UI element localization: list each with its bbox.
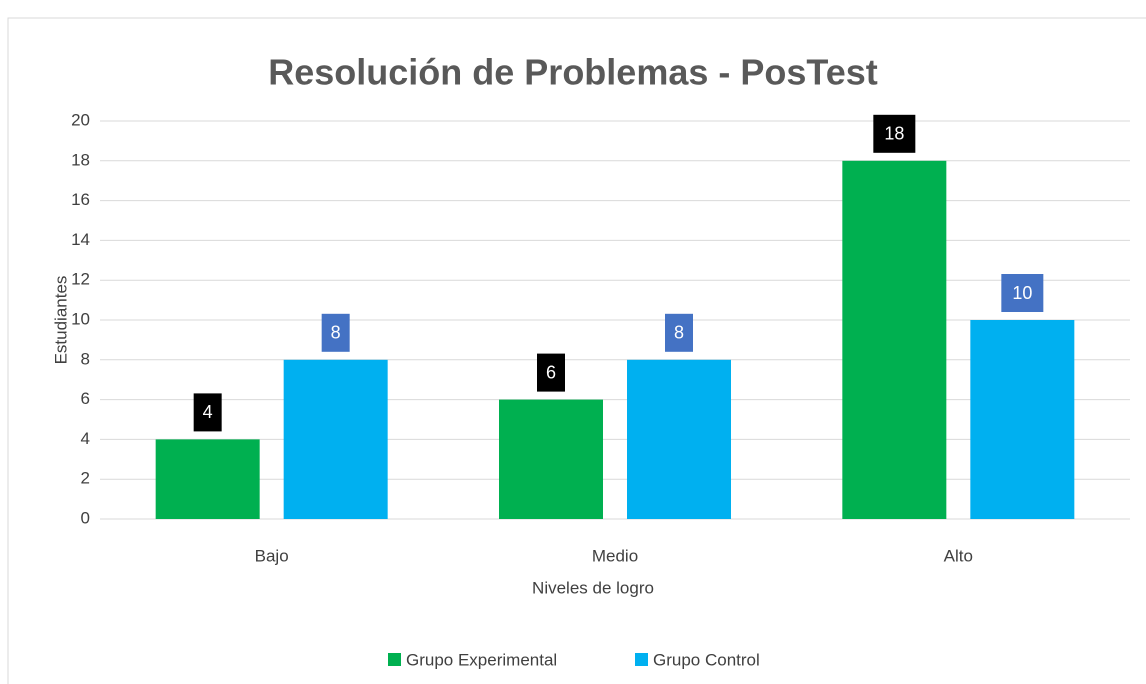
data-label: 6 [546, 362, 556, 382]
data-label-box [665, 313, 693, 352]
y-tick-label: 16 [71, 190, 90, 209]
legend-label: Grupo Experimental [406, 650, 557, 669]
y-tick-label: 8 [81, 349, 90, 368]
data-label: 10 [1012, 283, 1032, 303]
legend-swatch [635, 653, 648, 666]
data-label-box [1001, 274, 1044, 312]
data-label: 8 [331, 323, 341, 343]
data-label: 4 [203, 402, 213, 422]
data-label: 8 [674, 323, 684, 343]
bar [842, 160, 947, 520]
legend-label: Grupo Control [653, 650, 760, 669]
y-tick-label: 2 [81, 469, 90, 488]
x-tick-label: Medio [592, 546, 638, 565]
y-axis-label: Estudiantes [51, 276, 70, 365]
data-label-box [873, 114, 916, 153]
bar [627, 359, 731, 519]
bar [499, 399, 603, 519]
chart-title: Resolución de Problemas - PosTest [268, 52, 878, 93]
data-label-box [321, 313, 350, 352]
data-label-box [193, 393, 222, 432]
chart-border [7, 17, 1146, 684]
data-label: 18 [884, 124, 904, 144]
legend-swatch [388, 653, 401, 666]
bar [283, 359, 388, 519]
x-axis-label: Niveles de logro [532, 578, 654, 597]
y-tick-label: 12 [71, 270, 90, 289]
data-label-box [537, 353, 565, 392]
x-tick-label: Alto [944, 546, 973, 565]
y-tick-label: 10 [71, 309, 90, 328]
y-tick-label: 0 [81, 508, 90, 527]
y-tick-label: 14 [71, 230, 90, 249]
x-tick-label: Bajo [255, 546, 289, 565]
y-tick-label: 4 [81, 429, 90, 448]
y-tick-label: 6 [81, 389, 90, 408]
y-tick-label: 18 [71, 150, 90, 169]
bar [155, 439, 260, 519]
y-tick-label: 20 [71, 110, 90, 129]
bar [970, 320, 1075, 519]
